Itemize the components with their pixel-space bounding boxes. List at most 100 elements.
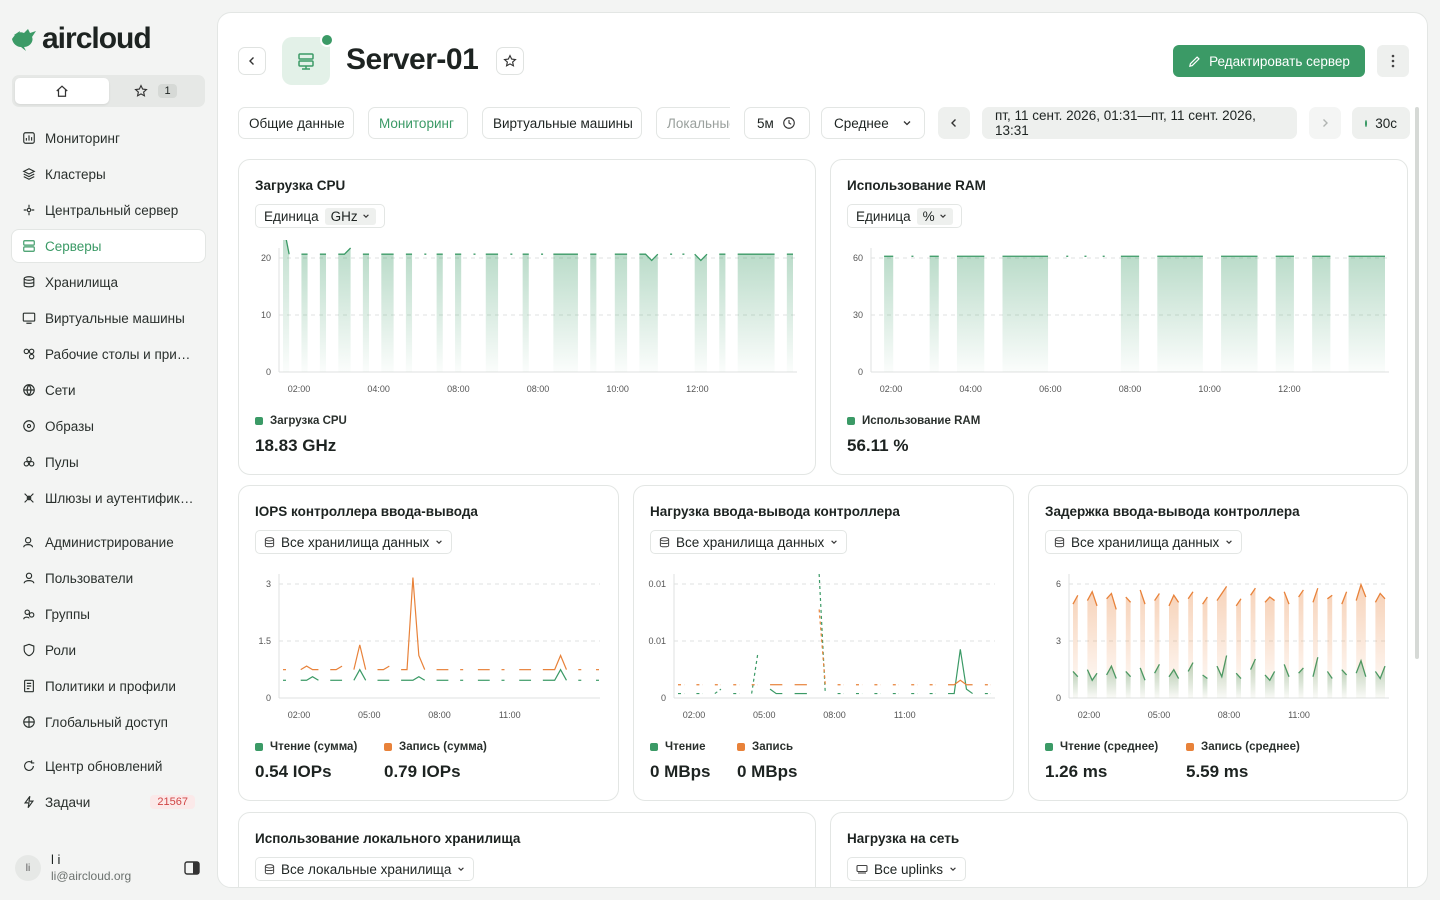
sidebar-item-label: Образы bbox=[45, 418, 94, 434]
sidebar-item-6[interactable]: Рабочие столы и приложения bbox=[12, 338, 205, 370]
auto-refresh-toggle[interactable]: 30с bbox=[1352, 107, 1410, 139]
user-profile[interactable]: li l i li@aircloud.org bbox=[15, 852, 200, 884]
back-button[interactable] bbox=[238, 47, 266, 75]
series-area bbox=[362, 254, 370, 372]
series-line bbox=[1327, 594, 1333, 600]
iops-legend-write: Запись (сумма) bbox=[384, 741, 487, 753]
cpu-legend: Загрузка CPU bbox=[255, 415, 347, 427]
scrollbar[interactable] bbox=[1415, 107, 1419, 659]
favorites-button[interactable]: 1 bbox=[109, 78, 202, 104]
tab-monitoring[interactable]: Мониторинг bbox=[368, 107, 468, 139]
sidebar-item-label: Центральный сервер bbox=[45, 202, 179, 218]
sidebar-item-15[interactable]: Политики и профили bbox=[12, 670, 205, 702]
sidebar-item-17[interactable]: Центр обновлений bbox=[12, 750, 205, 782]
sidebar-item-12[interactable]: Пользователи bbox=[12, 562, 205, 594]
sidebar-nav: Мониторинг Кластеры Центральный сервер Серв… bbox=[12, 122, 205, 822]
io-latency-storage-select[interactable]: Все хранилища данных bbox=[1045, 530, 1243, 554]
iops-write-value: 0.79 IOPs bbox=[384, 762, 461, 781]
series-area bbox=[956, 256, 985, 372]
date-range-picker[interactable]: пт, 11 сент. 2026, 01:31—пт, 11 сент. 20… bbox=[982, 107, 1297, 139]
sidebar-item-label: Роли bbox=[45, 642, 77, 658]
tab-general[interactable]: Общие данные bbox=[238, 107, 354, 139]
series-area bbox=[1341, 591, 1347, 698]
series-area bbox=[553, 254, 578, 372]
series-line bbox=[694, 253, 708, 262]
sidebar-item-13[interactable]: Группы bbox=[12, 598, 205, 630]
io-latency-title: Задержка ввода-вывода контроллера bbox=[1045, 504, 1300, 519]
sidebar-item-18[interactable]: Задачи 21567 bbox=[12, 786, 205, 818]
more-options-button[interactable] bbox=[1377, 45, 1409, 77]
range-prev-button[interactable] bbox=[938, 107, 970, 139]
aggregation-select[interactable]: Среднее bbox=[821, 107, 925, 139]
io-latency-card: Задержка ввода-вывода контроллера Все хр… bbox=[1028, 485, 1408, 801]
series-line bbox=[1235, 598, 1242, 607]
pegasus-logo-icon bbox=[12, 29, 36, 51]
series-line bbox=[1154, 593, 1160, 601]
io-load-storage-select[interactable]: Все хранилища данных bbox=[650, 530, 848, 554]
chevron-down-icon bbox=[436, 540, 443, 544]
edit-server-button[interactable]: Редактировать сервер bbox=[1173, 45, 1365, 77]
monitor-icon bbox=[22, 311, 36, 325]
series-line bbox=[1216, 586, 1228, 601]
sidebar-item-1[interactable]: Кластеры bbox=[12, 158, 205, 190]
series-area bbox=[381, 254, 394, 372]
x-tick-label: 11:00 bbox=[894, 710, 916, 720]
io-latency-legend-write: Запись (среднее) bbox=[1186, 741, 1300, 753]
sidebar-item-16[interactable]: Глобальный доступ bbox=[12, 706, 205, 738]
y-tick-label: 0 bbox=[858, 367, 863, 377]
sidebar-item-7[interactable]: Сети bbox=[12, 374, 205, 406]
range-next-button[interactable] bbox=[1309, 107, 1341, 139]
tab-virtual-machines[interactable]: Виртуальные машины bbox=[482, 107, 642, 139]
sidebar-item-3[interactable]: Серверы bbox=[12, 230, 205, 262]
series-line bbox=[285, 240, 290, 255]
ram-title: Использование RAM bbox=[847, 178, 986, 193]
cpu-unit-select[interactable]: Единица GHz bbox=[255, 204, 385, 228]
uplinks-select[interactable]: Все uplinks bbox=[847, 857, 967, 881]
database-icon bbox=[1054, 536, 1065, 547]
series-line bbox=[300, 676, 319, 681]
sidebar-item-5[interactable]: Виртуальные машины bbox=[12, 302, 205, 334]
series-area bbox=[485, 254, 499, 372]
tab-local-storage[interactable]: Локальные хранилища bbox=[656, 107, 730, 139]
ram-card: Использование RAM Единица % 60 30 0 02:00 04… bbox=[830, 159, 1408, 475]
local-storage-select[interactable]: Все локальные хранилища bbox=[255, 857, 475, 881]
sidebar-item-14[interactable]: Роли bbox=[12, 634, 205, 666]
home-button[interactable] bbox=[15, 78, 109, 104]
series-line bbox=[1355, 582, 1367, 601]
favorite-button[interactable] bbox=[496, 47, 524, 75]
ram-unit-select[interactable]: Единица % bbox=[847, 204, 962, 228]
series-area bbox=[1217, 586, 1227, 698]
chevron-down-icon bbox=[362, 214, 369, 218]
series-line bbox=[1312, 587, 1319, 603]
sidebar-item-4[interactable]: Хранилища bbox=[12, 266, 205, 298]
local-storage-title: Использование локального хранилища bbox=[255, 831, 521, 846]
toolbar: Общие данные Мониторинг Виртуальные маши… bbox=[238, 107, 1413, 139]
more-vertical-icon bbox=[1391, 54, 1395, 68]
series-area bbox=[283, 240, 290, 372]
y-tick-label: 30 bbox=[853, 310, 863, 320]
iops-storage-select[interactable]: Все хранилища данных bbox=[255, 530, 453, 554]
sidebar-item-2[interactable]: Центральный сервер bbox=[12, 194, 205, 226]
chevron-left-icon bbox=[249, 57, 254, 65]
series-line bbox=[751, 653, 759, 694]
io-load-write-value: 0 MBps bbox=[737, 762, 798, 781]
sidebar-toggle-icon[interactable] bbox=[184, 861, 200, 875]
io-load-card: Нагрузка ввода-вывода контроллера Все хр… bbox=[633, 485, 1014, 801]
io-load-chart: 0.01 0.01 0 02:00 05:00 08:00 11:00 bbox=[648, 573, 995, 720]
y-tick-label: 10 bbox=[261, 310, 271, 320]
x-tick-label: 04:00 bbox=[959, 384, 982, 394]
sidebar-item-10[interactable]: Шлюзы и аутентификация bbox=[12, 482, 205, 514]
interval-select[interactable]: 5м bbox=[744, 107, 810, 139]
sidebar-item-8[interactable]: Образы bbox=[12, 410, 205, 442]
sidebar-item-11[interactable]: Администрирование bbox=[12, 526, 205, 558]
logo[interactable]: aircloud bbox=[10, 22, 152, 56]
sidebar-item-label: Рабочие столы и приложения bbox=[45, 346, 195, 362]
sidebar-item-9[interactable]: Пулы bbox=[12, 446, 205, 478]
series-line bbox=[1086, 590, 1098, 607]
sidebar-item-label: Администрирование bbox=[45, 534, 174, 550]
sidebar-item-0[interactable]: Мониторинг bbox=[12, 122, 205, 154]
series-line bbox=[1250, 587, 1256, 596]
series-line bbox=[300, 665, 319, 671]
io-load-legend-write: Запись bbox=[737, 741, 793, 753]
series-line bbox=[1187, 591, 1194, 600]
